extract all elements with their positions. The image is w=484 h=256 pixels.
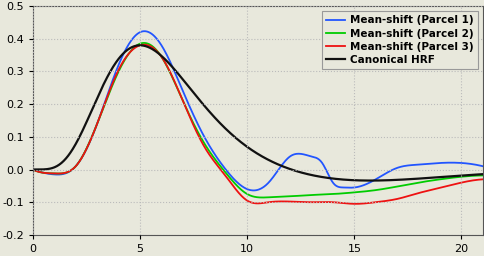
Canonical HRF — [295, 170, 301, 173]
Canonical HRF — [234, 137, 240, 141]
Mean-shift (Parcel 2) — [146, 43, 152, 46]
Mean-shift (Parcel 1) — [142, 30, 148, 33]
Canonical HRF — [146, 46, 152, 49]
Mean-shift (Parcel 2) — [141, 41, 147, 45]
Mean-shift (Parcel 3) — [146, 44, 152, 47]
Canonical HRF — [370, 179, 376, 182]
Mean-shift (Parcel 2) — [370, 189, 376, 192]
Canonical HRF — [109, 66, 115, 69]
Mean-shift (Parcel 1) — [296, 152, 302, 155]
Mean-shift (Parcel 1) — [234, 181, 240, 184]
Canonical HRF — [137, 44, 143, 47]
Mean-shift (Parcel 1) — [250, 189, 256, 192]
Canonical HRF — [331, 177, 336, 180]
Mean-shift (Parcel 1) — [30, 168, 36, 171]
Mean-shift (Parcel 3) — [109, 82, 115, 85]
Mean-shift (Parcel 2) — [332, 192, 337, 195]
Mean-shift (Parcel 3) — [370, 201, 376, 204]
Mean-shift (Parcel 2) — [296, 194, 302, 197]
Canonical HRF — [479, 173, 484, 176]
Line: Mean-shift (Parcel 1): Mean-shift (Parcel 1) — [33, 31, 482, 190]
Canonical HRF — [366, 179, 372, 182]
Mean-shift (Parcel 3) — [141, 43, 147, 46]
Mean-shift (Parcel 1) — [109, 79, 115, 82]
Mean-shift (Parcel 1) — [146, 31, 152, 34]
Mean-shift (Parcel 2) — [30, 168, 36, 171]
Line: Mean-shift (Parcel 2): Mean-shift (Parcel 2) — [33, 43, 482, 198]
Mean-shift (Parcel 3) — [479, 178, 484, 181]
Line: Canonical HRF: Canonical HRF — [33, 45, 482, 180]
Canonical HRF — [30, 168, 36, 171]
Legend: Mean-shift (Parcel 1), Mean-shift (Parcel 2), Mean-shift (Parcel 3), Canonical H: Mean-shift (Parcel 1), Mean-shift (Parce… — [321, 11, 477, 69]
Mean-shift (Parcel 2) — [258, 196, 264, 199]
Mean-shift (Parcel 1) — [479, 165, 484, 168]
Mean-shift (Parcel 3) — [30, 168, 36, 171]
Mean-shift (Parcel 2) — [479, 174, 484, 177]
Mean-shift (Parcel 2) — [109, 83, 115, 87]
Mean-shift (Parcel 3) — [331, 201, 336, 204]
Mean-shift (Parcel 1) — [370, 179, 376, 182]
Mean-shift (Parcel 3) — [234, 189, 240, 193]
Line: Mean-shift (Parcel 3): Mean-shift (Parcel 3) — [33, 45, 482, 204]
Mean-shift (Parcel 3) — [352, 202, 358, 205]
Mean-shift (Parcel 1) — [332, 183, 337, 186]
Mean-shift (Parcel 2) — [234, 184, 240, 187]
Mean-shift (Parcel 3) — [295, 200, 301, 204]
